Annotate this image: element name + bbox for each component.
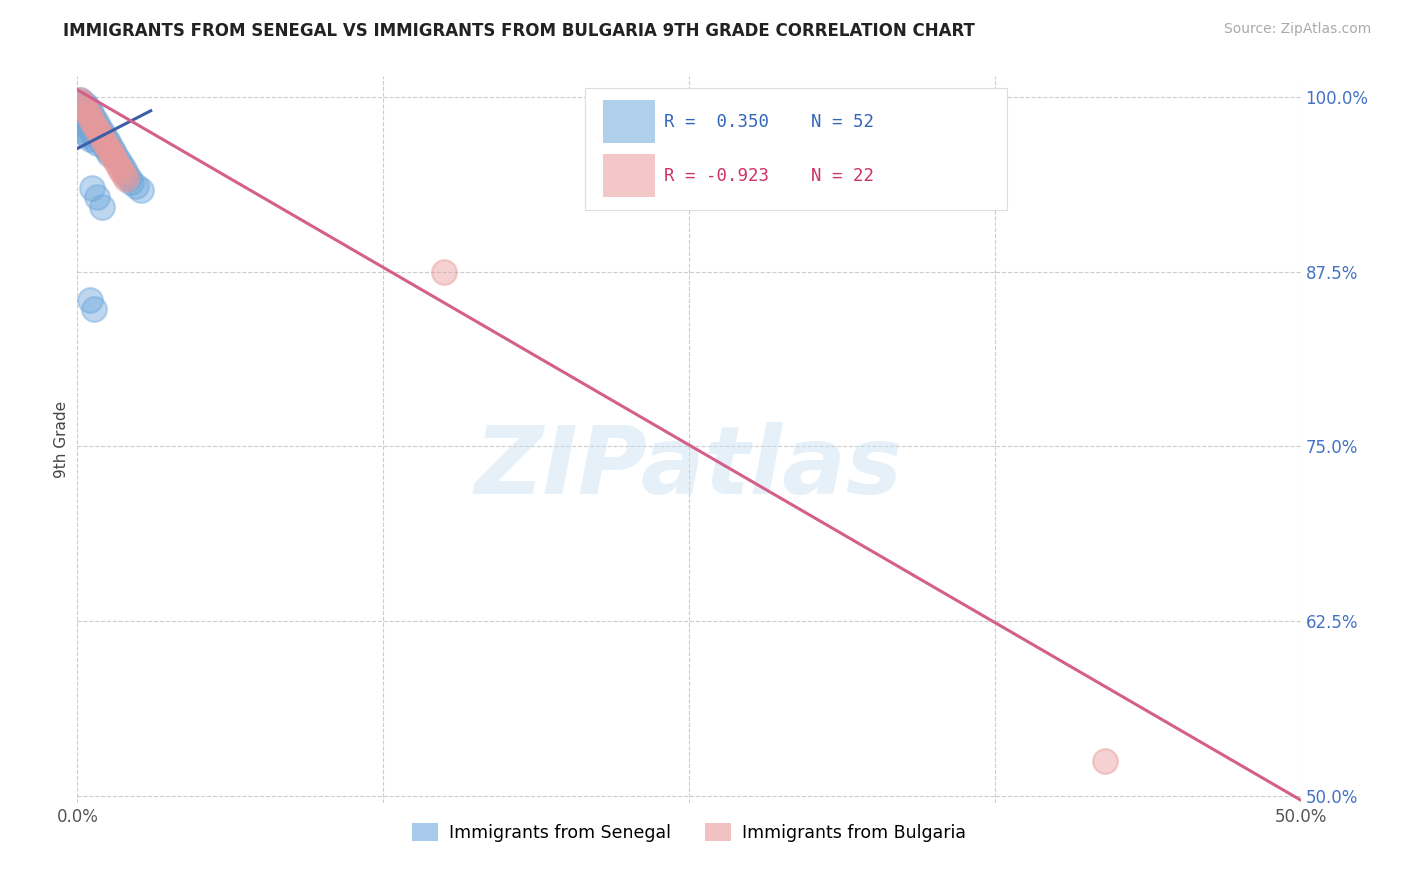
Point bbox=[89, 120, 111, 135]
Point bbox=[79, 122, 101, 136]
Point bbox=[105, 150, 128, 164]
Point bbox=[70, 96, 93, 111]
Point bbox=[115, 167, 138, 181]
Point bbox=[79, 293, 101, 307]
Point bbox=[76, 99, 98, 113]
Point bbox=[86, 122, 108, 136]
Point bbox=[110, 164, 132, 178]
Point bbox=[79, 113, 101, 128]
Point bbox=[120, 175, 142, 189]
Point bbox=[90, 130, 112, 145]
Point bbox=[93, 135, 115, 149]
Point bbox=[1094, 754, 1116, 768]
Point bbox=[108, 160, 131, 174]
Point bbox=[89, 130, 111, 145]
Point bbox=[96, 138, 118, 153]
Text: R = -0.923    N = 22: R = -0.923 N = 22 bbox=[665, 167, 875, 186]
Point bbox=[79, 132, 101, 146]
Point bbox=[90, 125, 112, 139]
Point bbox=[105, 155, 128, 169]
FancyBboxPatch shape bbox=[585, 88, 1007, 211]
Point bbox=[100, 147, 122, 161]
Point bbox=[69, 99, 91, 113]
Point bbox=[96, 143, 118, 157]
Point bbox=[73, 115, 96, 129]
Point bbox=[100, 141, 122, 155]
Point bbox=[112, 168, 135, 182]
Point bbox=[80, 113, 103, 128]
Point bbox=[79, 103, 101, 118]
Point bbox=[83, 122, 105, 136]
Point bbox=[80, 180, 103, 194]
Point bbox=[73, 96, 96, 111]
Point bbox=[108, 154, 131, 169]
Point bbox=[79, 109, 101, 123]
Point bbox=[73, 101, 96, 115]
Point bbox=[69, 93, 91, 107]
Point bbox=[115, 172, 138, 186]
Point bbox=[76, 119, 98, 133]
Point bbox=[98, 143, 121, 157]
Point bbox=[86, 190, 108, 204]
Legend: Immigrants from Senegal, Immigrants from Bulgaria: Immigrants from Senegal, Immigrants from… bbox=[405, 816, 973, 848]
Point bbox=[112, 162, 135, 177]
Point bbox=[73, 106, 96, 120]
Point bbox=[86, 126, 108, 140]
Point bbox=[83, 118, 105, 132]
FancyBboxPatch shape bbox=[603, 100, 655, 143]
Point bbox=[96, 133, 118, 147]
Point bbox=[80, 118, 103, 132]
Point bbox=[86, 116, 108, 130]
Text: R =  0.350    N = 52: R = 0.350 N = 52 bbox=[665, 112, 875, 130]
Text: IMMIGRANTS FROM SENEGAL VS IMMIGRANTS FROM BULGARIA 9TH GRADE CORRELATION CHART: IMMIGRANTS FROM SENEGAL VS IMMIGRANTS FR… bbox=[63, 22, 976, 40]
Point bbox=[98, 147, 121, 161]
Point bbox=[69, 93, 91, 107]
Point bbox=[90, 200, 112, 214]
Point bbox=[90, 135, 112, 149]
Point bbox=[89, 126, 111, 140]
Point bbox=[70, 111, 93, 125]
Point bbox=[93, 138, 115, 153]
Point bbox=[76, 128, 98, 142]
Point bbox=[110, 158, 132, 172]
FancyBboxPatch shape bbox=[603, 154, 655, 197]
Point bbox=[103, 145, 125, 160]
Point bbox=[125, 179, 148, 194]
Text: ZIPatlas: ZIPatlas bbox=[475, 423, 903, 515]
Point bbox=[70, 95, 93, 110]
Point bbox=[76, 109, 98, 123]
Point bbox=[83, 132, 105, 146]
Point bbox=[80, 108, 103, 122]
Point bbox=[86, 136, 108, 150]
Y-axis label: 9th Grade: 9th Grade bbox=[53, 401, 69, 478]
Point bbox=[93, 128, 115, 143]
Point bbox=[83, 112, 105, 127]
Point bbox=[103, 151, 125, 165]
Point bbox=[129, 184, 152, 198]
Point bbox=[80, 126, 103, 140]
Point bbox=[98, 137, 121, 152]
Point bbox=[118, 170, 141, 185]
Point bbox=[70, 103, 93, 118]
Point bbox=[73, 123, 96, 137]
Point bbox=[433, 264, 456, 278]
Point bbox=[76, 105, 98, 120]
Point bbox=[83, 302, 105, 317]
Text: Source: ZipAtlas.com: Source: ZipAtlas.com bbox=[1223, 22, 1371, 37]
